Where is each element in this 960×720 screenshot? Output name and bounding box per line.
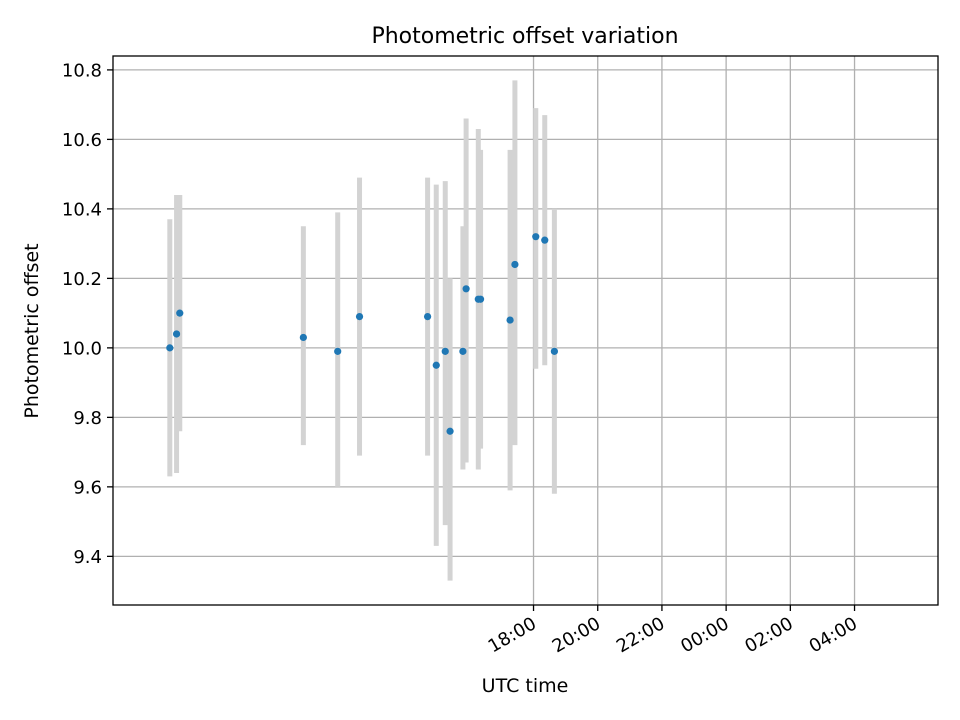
grid-lines bbox=[113, 56, 938, 605]
y-axis-label: Photometric offset bbox=[21, 243, 43, 418]
data-point bbox=[355, 313, 364, 321]
data-point bbox=[176, 309, 184, 317]
data-point bbox=[550, 347, 558, 355]
data-point bbox=[334, 347, 342, 355]
data-point bbox=[441, 347, 449, 355]
y-tick-label: 10.8 bbox=[62, 60, 102, 81]
data-point bbox=[541, 236, 549, 244]
y-tick-label: 10.0 bbox=[62, 338, 102, 359]
y-tick-label: 10.6 bbox=[62, 130, 102, 151]
y-tick-label: 9.4 bbox=[73, 547, 102, 568]
plot-frame bbox=[112, 55, 939, 606]
x-axis-label: UTC time bbox=[482, 675, 569, 697]
data-point bbox=[462, 285, 470, 293]
data-point bbox=[506, 316, 514, 324]
y-tick-label: 10.2 bbox=[62, 269, 102, 290]
data-point bbox=[532, 233, 540, 241]
data-point bbox=[172, 330, 181, 338]
data-point bbox=[432, 361, 440, 369]
y-tick-label: 9.8 bbox=[73, 408, 102, 429]
data-point bbox=[446, 427, 454, 435]
y-tick-label: 9.6 bbox=[73, 477, 102, 498]
y-tick-label: 10.4 bbox=[62, 199, 102, 220]
data-point bbox=[423, 313, 432, 321]
chart-title: Photometric offset variation bbox=[371, 24, 678, 49]
data-point bbox=[511, 260, 519, 269]
data-point bbox=[299, 333, 307, 342]
data-point bbox=[459, 347, 467, 355]
data-point bbox=[476, 295, 485, 303]
y-axis-ticks: 9.4 9.6 9.8 10.0 10.2 10.4 10.6 10.8 bbox=[62, 60, 113, 568]
data-points bbox=[166, 233, 558, 435]
data-point bbox=[166, 344, 174, 352]
